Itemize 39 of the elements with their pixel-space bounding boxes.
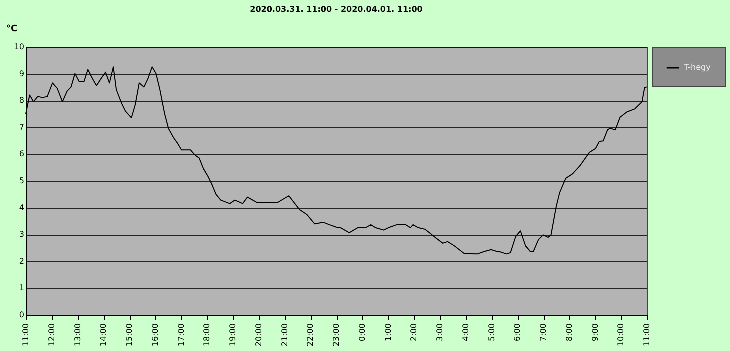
x-tick-label: 1:00 <box>384 324 393 342</box>
y-tick-label: 0 <box>19 310 24 320</box>
x-tick-label: 4:00 <box>461 324 470 342</box>
x-tick-label: 5:00 <box>487 324 496 342</box>
x-tick-label: 0:00 <box>358 324 367 342</box>
legend-label: T-hegy <box>683 63 712 72</box>
y-tick-label: 2 <box>19 256 24 266</box>
x-tick-label: 21:00 <box>280 324 290 347</box>
y-tick-label: 8 <box>19 96 24 106</box>
x-tick-label: 9:00 <box>590 324 600 342</box>
x-tick-label: 11:00 <box>22 324 30 347</box>
x-tick-label: 19:00 <box>228 324 238 347</box>
x-tick-label: 3:00 <box>436 324 444 342</box>
y-tick-label: 9 <box>19 69 24 78</box>
chart-title: 2020.03.31. 11:00 - 2020.04.01. 11:00 <box>250 5 424 14</box>
x-tick-label: 8:00 <box>564 324 574 342</box>
x-tick-label: 14:00 <box>99 324 108 347</box>
x-tick-label: 12:00 <box>47 324 56 347</box>
y-tick-label: 7 <box>19 122 24 132</box>
x-tick-label: 20:00 <box>254 324 264 347</box>
y-tick-label: 10 <box>14 42 24 52</box>
y-tick-label: 4 <box>19 203 24 212</box>
y-tick-label: 6 <box>19 150 24 159</box>
x-tick-label: 7:00 <box>539 324 548 342</box>
x-tick-label: 13:00 <box>73 324 82 347</box>
x-tick-label: 10:00 <box>616 324 626 347</box>
x-tick-label: 23:00 <box>332 324 341 347</box>
x-tick-label: 11:00 <box>642 324 652 347</box>
x-tick-label: 2:00 <box>410 324 419 342</box>
x-tick-label: 16:00 <box>150 324 160 347</box>
x-tick-label: 18:00 <box>202 324 212 347</box>
x-tick-label: 17:00 <box>176 324 186 347</box>
y-tick-label: 3 <box>19 230 24 240</box>
y-tick-label: 5 <box>19 176 24 186</box>
y-tick-label: 1 <box>19 284 24 293</box>
x-tick-label: 6:00 <box>513 324 522 342</box>
x-tick-label: 22:00 <box>306 324 316 347</box>
y-axis-title: °C <box>6 24 18 34</box>
x-tick-label: 15:00 <box>125 324 134 347</box>
